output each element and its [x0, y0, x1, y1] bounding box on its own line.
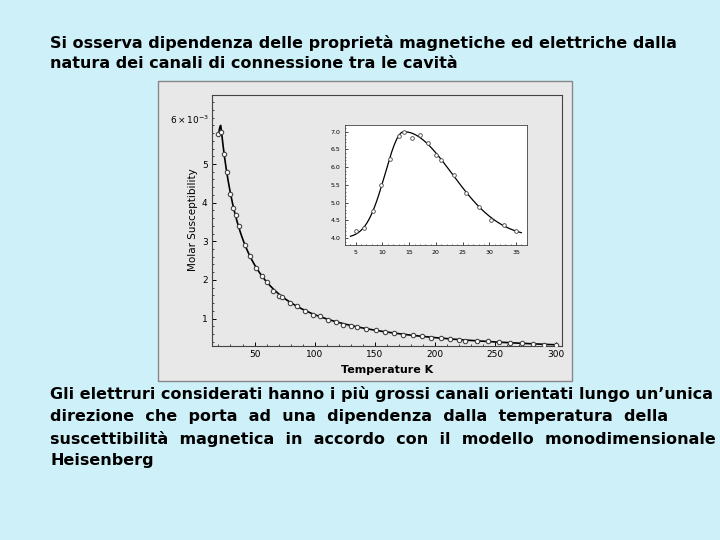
Point	[406, 134, 418, 143]
Point	[510, 227, 522, 235]
Point	[350, 227, 361, 235]
Point	[430, 150, 441, 159]
Point	[444, 335, 456, 343]
Point	[388, 329, 400, 338]
Point	[460, 188, 472, 197]
Point	[471, 337, 482, 346]
Point	[230, 211, 242, 220]
Point	[550, 341, 562, 349]
Point	[435, 334, 446, 342]
Point	[384, 155, 396, 164]
Text: Gli elettruri considerati hanno i più grossi canali orientati lungo un’unica
dir: Gli elettruri considerati hanno i più gr…	[50, 386, 720, 469]
FancyBboxPatch shape	[158, 81, 572, 381]
Point	[359, 223, 370, 232]
Point	[212, 130, 224, 138]
Point	[267, 287, 279, 295]
Point	[516, 339, 528, 348]
Point	[422, 138, 433, 147]
Point	[273, 292, 284, 300]
Point	[448, 171, 459, 179]
Point	[222, 167, 233, 176]
Point	[379, 328, 390, 336]
Point	[498, 220, 509, 229]
Point	[307, 310, 318, 319]
Point	[397, 330, 409, 339]
Point	[392, 132, 404, 140]
Point	[482, 337, 494, 346]
Point	[351, 322, 363, 331]
Point	[225, 190, 236, 198]
Point	[485, 216, 497, 225]
Point	[284, 299, 296, 307]
Point	[454, 335, 465, 344]
Point	[367, 207, 379, 215]
Point	[407, 330, 418, 339]
Point	[276, 293, 288, 302]
Point	[239, 241, 251, 249]
Point	[245, 252, 256, 260]
Point	[414, 130, 426, 139]
Point	[436, 156, 447, 164]
Point	[323, 315, 334, 324]
Point	[376, 181, 387, 190]
Point	[505, 339, 516, 347]
Point	[338, 320, 349, 329]
Text: Si osserva dipendenza delle proprietà magnetiche ed elettriche dalla
natura dei : Si osserva dipendenza delle proprietà ma…	[50, 35, 678, 71]
Point	[426, 333, 437, 342]
Point	[539, 340, 550, 349]
Point	[493, 338, 505, 346]
Point	[292, 302, 303, 310]
Point	[228, 204, 239, 212]
X-axis label: Temperature K: Temperature K	[341, 365, 433, 375]
Point	[459, 336, 471, 345]
Point	[300, 307, 311, 315]
Point	[219, 150, 230, 158]
Point	[370, 326, 382, 334]
Point	[330, 318, 341, 326]
Point	[473, 202, 485, 211]
Point	[398, 127, 410, 136]
Point	[315, 312, 326, 320]
Point	[361, 325, 372, 334]
Text: $6\times10^{-3}$: $6\times10^{-3}$	[170, 113, 209, 126]
Point	[216, 127, 228, 136]
Point	[345, 321, 356, 330]
Y-axis label: Molar Susceptibility: Molar Susceptibility	[188, 168, 197, 272]
Point	[233, 221, 245, 230]
Point	[250, 264, 261, 272]
Point	[256, 272, 267, 281]
Point	[261, 278, 273, 287]
Point	[527, 340, 539, 348]
Point	[416, 332, 428, 341]
